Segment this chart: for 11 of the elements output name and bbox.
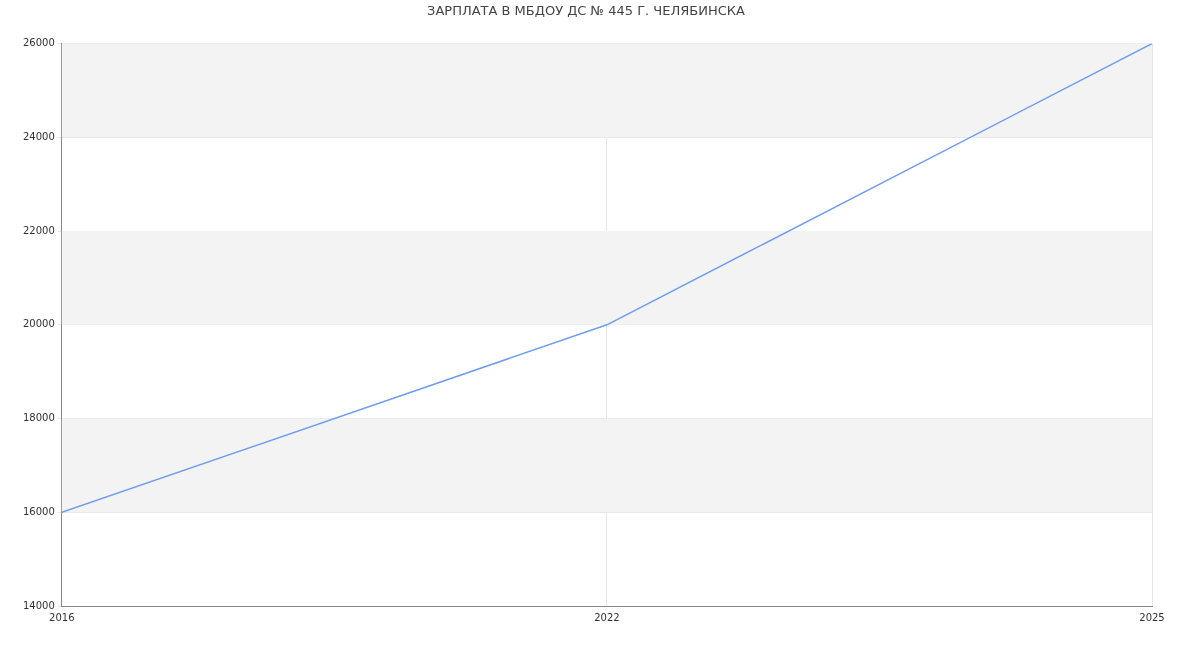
- y-tick-label: 26000: [23, 37, 55, 49]
- x-tick-label: 2016: [49, 611, 75, 623]
- y-tick-label: 16000: [23, 505, 55, 517]
- x-tick-label: 2025: [1139, 611, 1165, 623]
- chart-title: ЗАРПЛАТА В МБДОУ ДС № 445 Г. ЧЕЛЯБИНСКА: [427, 3, 746, 19]
- y-tick-label: 14000: [23, 599, 55, 611]
- y-tick-label: 24000: [23, 130, 55, 142]
- y-tick-label: 22000: [23, 224, 55, 236]
- y-tick-label: 18000: [23, 412, 55, 424]
- y-tick-label: 20000: [23, 318, 55, 330]
- x-tick-label: 2022: [594, 611, 620, 623]
